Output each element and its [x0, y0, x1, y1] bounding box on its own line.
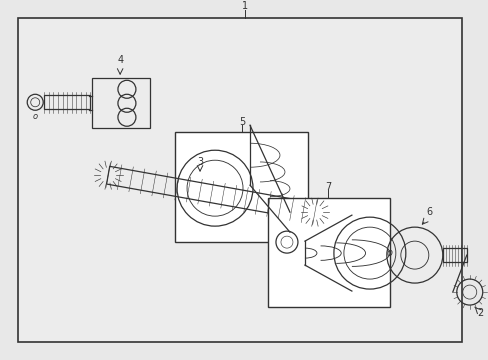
Text: o: o [386, 248, 392, 258]
Text: 1: 1 [242, 1, 247, 12]
Text: 2: 2 [477, 308, 483, 318]
Text: 6: 6 [426, 207, 432, 217]
Text: 4: 4 [117, 55, 123, 65]
Bar [175, 132, 307, 242]
Bar [267, 198, 389, 307]
Bar [92, 78, 150, 128]
Text: 7: 7 [324, 182, 330, 192]
Text: 3: 3 [197, 157, 203, 167]
Text: o: o [33, 112, 38, 121]
Text: 5: 5 [239, 117, 244, 127]
